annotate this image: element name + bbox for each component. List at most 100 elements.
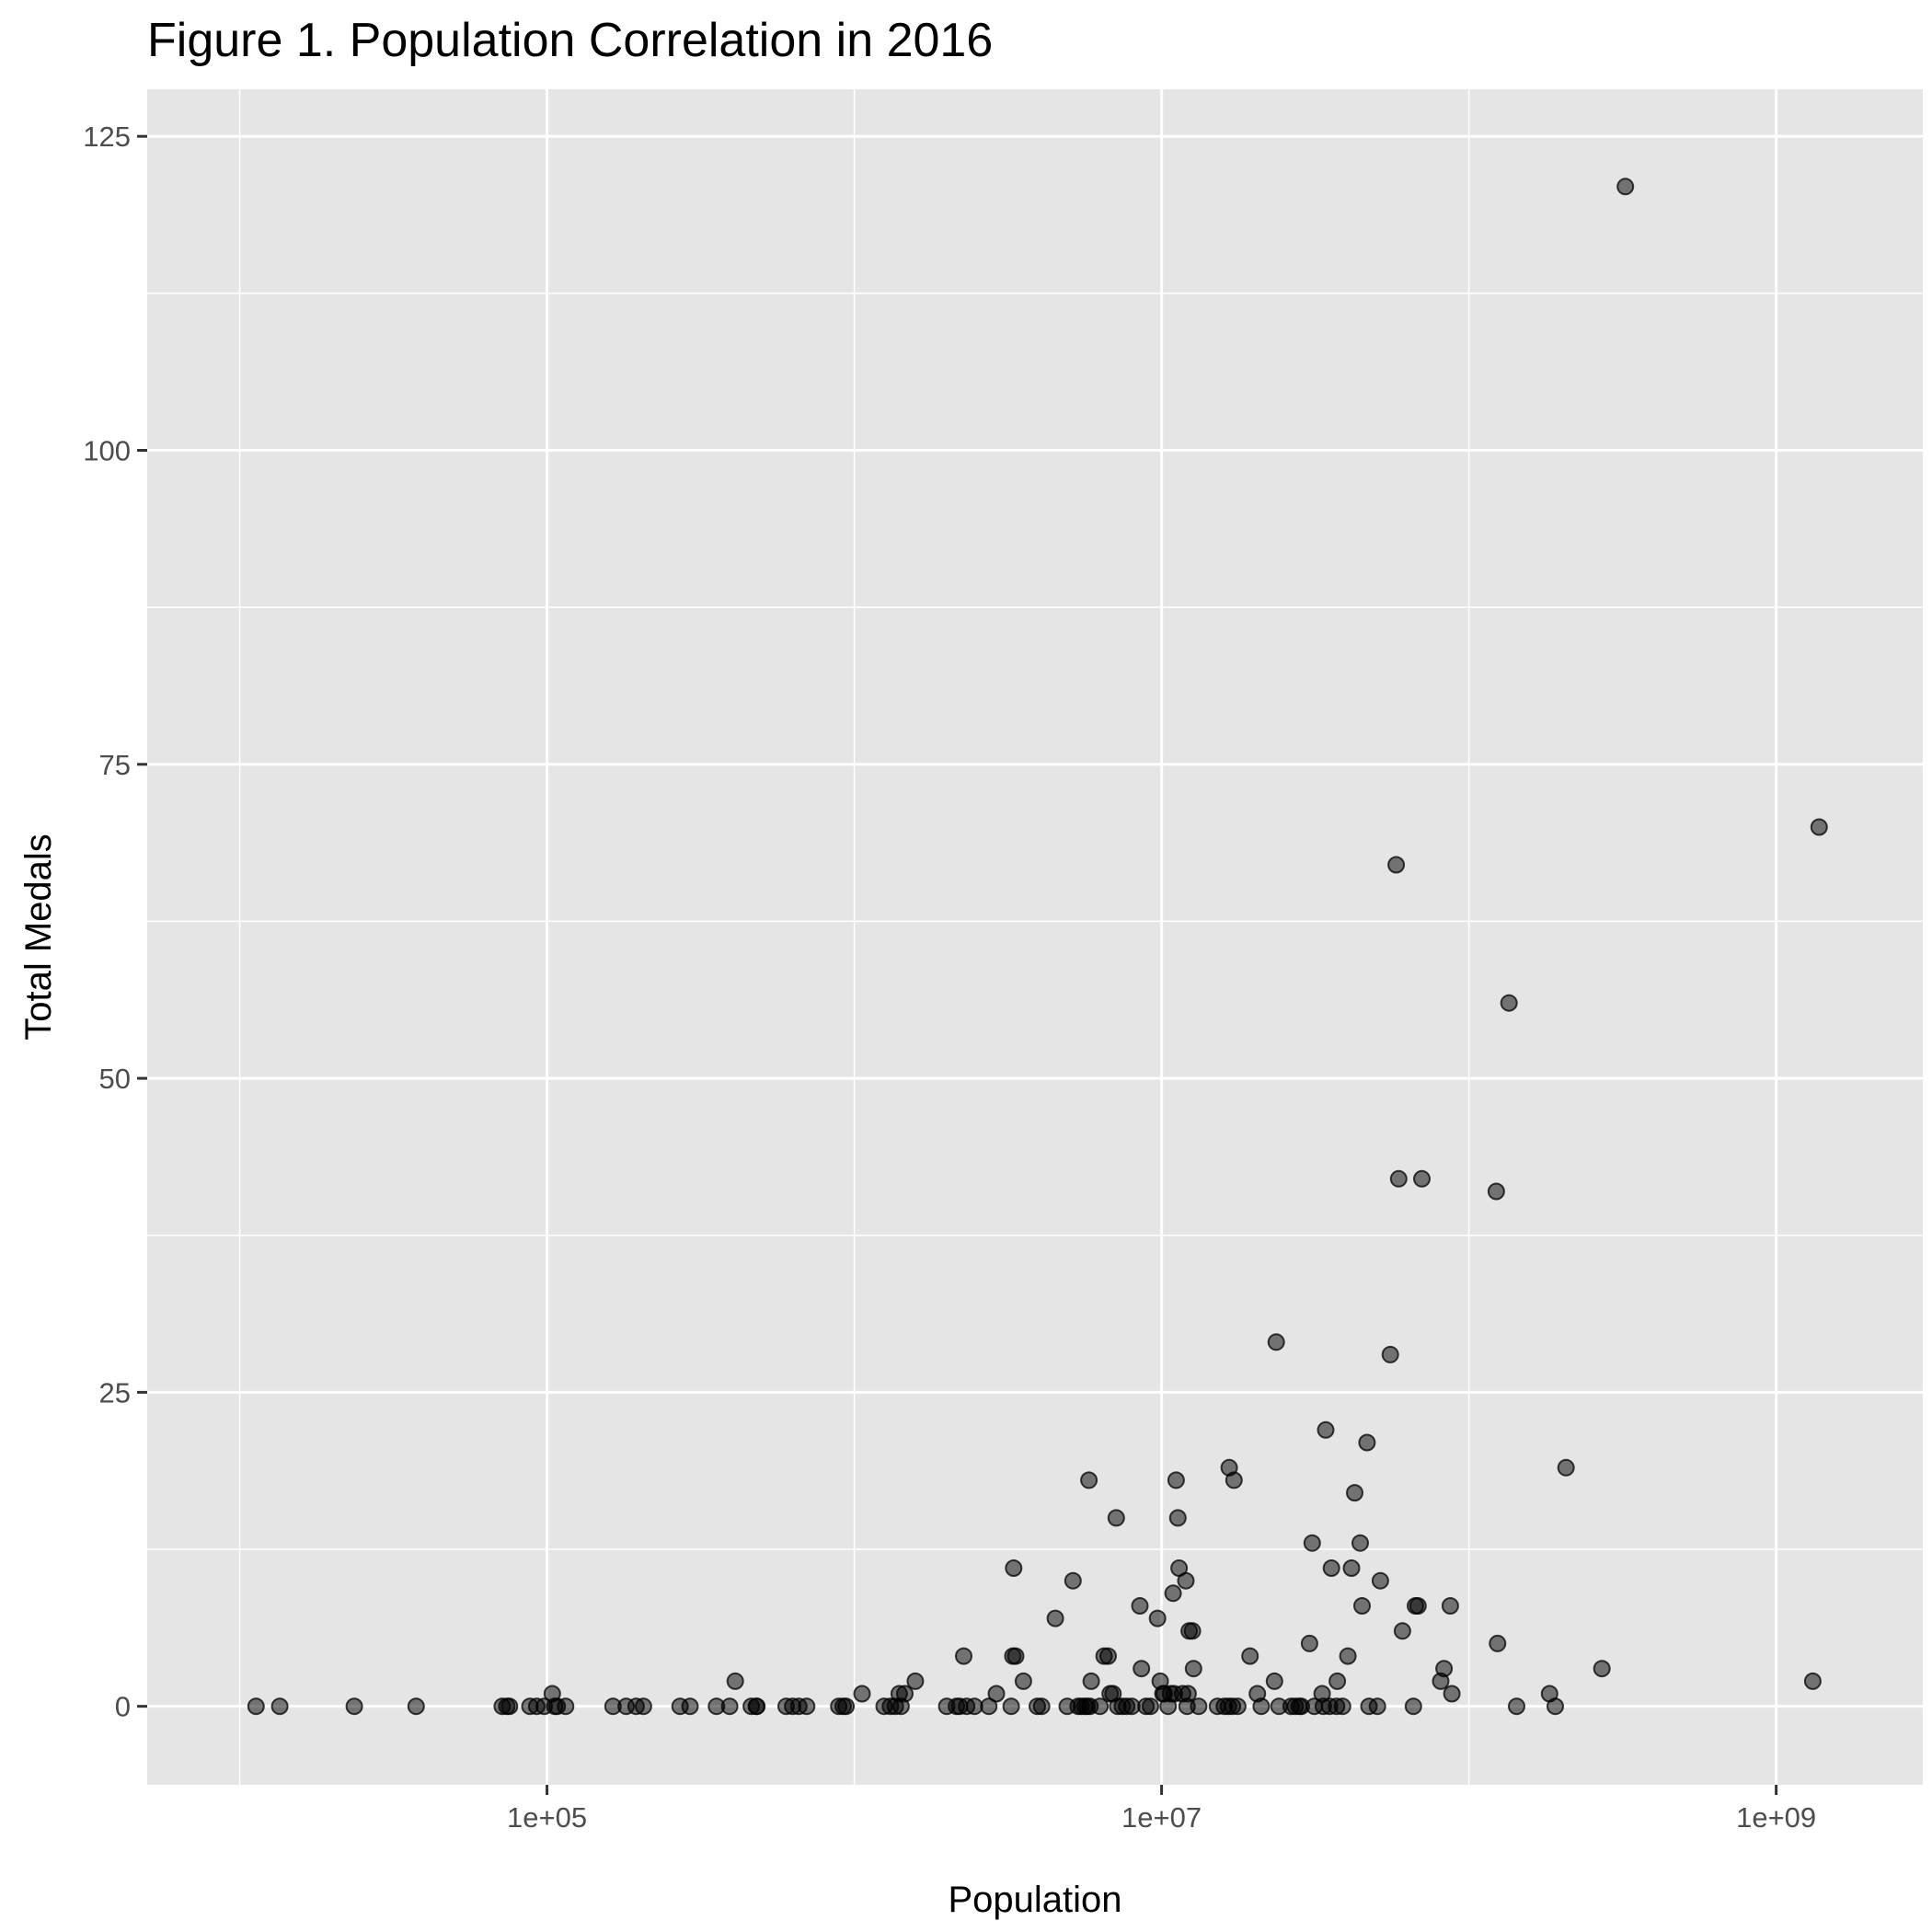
data-point (1371, 1571, 1389, 1590)
data-point (557, 1697, 575, 1716)
data-point (1557, 1458, 1575, 1477)
x-tick-label: 1e+09 (1736, 1801, 1816, 1834)
data-point (247, 1697, 265, 1716)
minor-gridlines (147, 89, 1923, 1785)
data-point (1381, 1345, 1399, 1363)
data-point (1328, 1672, 1347, 1690)
data-point (1333, 1697, 1351, 1716)
data-point (980, 1697, 998, 1716)
data-point (1339, 1647, 1357, 1665)
data-point (1413, 1169, 1431, 1188)
data-point (837, 1697, 856, 1716)
data-point (1252, 1697, 1271, 1716)
data-point (1099, 1647, 1117, 1665)
data-point (1487, 1182, 1505, 1201)
data-point (1300, 1634, 1318, 1652)
data-point (1393, 1622, 1411, 1640)
data-point (748, 1697, 766, 1716)
data-point (1091, 1697, 1110, 1716)
major-gridlines (147, 89, 1923, 1785)
plot-background (147, 89, 1923, 1785)
data-point (1435, 1660, 1454, 1678)
y-tick-label: 50 (99, 1063, 131, 1095)
data-point (1368, 1697, 1386, 1716)
data-point (634, 1697, 652, 1716)
x-tick-label: 1e+05 (507, 1801, 587, 1834)
data-point (1267, 1333, 1285, 1351)
data-point (1508, 1697, 1525, 1716)
data-point (1133, 1660, 1151, 1678)
data-point (1317, 1420, 1335, 1439)
data-point (1107, 1509, 1125, 1527)
data-point (1547, 1697, 1564, 1716)
data-point (1803, 1672, 1822, 1690)
data-point (1241, 1647, 1259, 1665)
x-axis-title: Population (948, 1880, 1121, 1920)
data-point (1810, 818, 1828, 836)
data-point (1322, 1559, 1340, 1577)
data-point (965, 1697, 983, 1716)
data-point (1443, 1685, 1461, 1703)
data-point (1265, 1672, 1283, 1690)
data-point (853, 1685, 871, 1703)
data-point (955, 1647, 972, 1665)
data-point (906, 1672, 925, 1690)
data-point (345, 1697, 363, 1716)
data-point (1148, 1609, 1167, 1627)
data-point (1046, 1609, 1064, 1627)
tick-labels: 0 25 50 75 100 125 1e+05 1e+07 1e+09 (83, 121, 1816, 1834)
data-point (1168, 1509, 1187, 1527)
data-point (1082, 1672, 1100, 1690)
data-point (1142, 1697, 1159, 1716)
data-point (1122, 1697, 1141, 1716)
data-points (247, 178, 1828, 1716)
data-point (1441, 1597, 1459, 1615)
data-point (1342, 1559, 1361, 1577)
data-point (1002, 1697, 1020, 1716)
data-point (1358, 1433, 1376, 1452)
data-point (1228, 1697, 1247, 1716)
data-point (1389, 1169, 1408, 1188)
data-point (500, 1697, 519, 1716)
data-point (1616, 178, 1635, 196)
data-point (1387, 856, 1406, 874)
y-axis-title: Total Medals (18, 834, 59, 1041)
data-point (896, 1685, 914, 1703)
data-point (407, 1697, 425, 1716)
x-tick-label: 1e+07 (1121, 1801, 1202, 1834)
data-point (987, 1685, 1006, 1703)
chart-title: Figure 1. Population Correlation in 2016 (147, 14, 994, 67)
data-point (1593, 1660, 1611, 1678)
data-point (1225, 1471, 1243, 1489)
data-point (1184, 1660, 1202, 1678)
data-point (1064, 1571, 1082, 1590)
data-point (1351, 1534, 1369, 1552)
data-point (270, 1697, 289, 1716)
data-point (1346, 1484, 1363, 1502)
data-point (1177, 1571, 1195, 1590)
data-point (1005, 1559, 1023, 1577)
data-point (1190, 1697, 1208, 1716)
y-tick-label: 125 (83, 121, 131, 153)
y-tick-label: 25 (99, 1376, 131, 1409)
data-point (1179, 1685, 1197, 1703)
data-point (1032, 1697, 1051, 1716)
data-point (1409, 1597, 1427, 1615)
data-point (1167, 1471, 1185, 1489)
axis-ticks (137, 134, 1778, 1795)
data-point (726, 1672, 744, 1690)
data-point (681, 1697, 699, 1716)
data-point (1164, 1584, 1182, 1603)
data-point (798, 1697, 816, 1716)
data-point (1500, 994, 1518, 1012)
y-tick-label: 100 (83, 434, 131, 466)
data-point (1303, 1534, 1321, 1552)
data-point (1014, 1672, 1032, 1690)
data-point (1080, 1471, 1098, 1489)
data-point (1353, 1597, 1371, 1615)
data-point (1489, 1634, 1507, 1652)
y-tick-label: 0 (115, 1691, 131, 1723)
y-tick-label: 75 (99, 749, 131, 781)
data-point (720, 1697, 739, 1716)
